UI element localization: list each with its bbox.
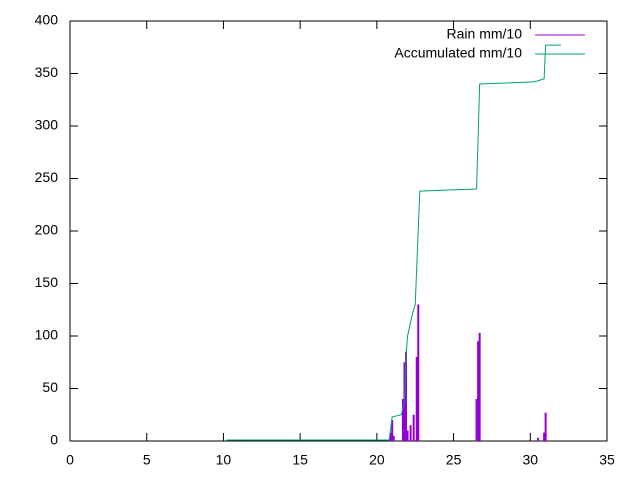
x-tick-label: 10 — [216, 452, 232, 468]
y-tick-label: 100 — [35, 327, 59, 343]
y-tick-label: 350 — [35, 64, 59, 80]
x-tick-label: 20 — [369, 452, 385, 468]
x-tick-label: 0 — [66, 452, 74, 468]
legend-label: Rain mm/10 — [447, 26, 523, 42]
y-tick-label: 50 — [42, 379, 58, 395]
legend-label: Accumulated mm/10 — [394, 45, 522, 61]
y-tick-label: 400 — [35, 12, 59, 28]
x-tick-label: 5 — [143, 452, 151, 468]
y-tick-label: 150 — [35, 274, 59, 290]
y-tick-label: 0 — [50, 432, 58, 448]
x-tick-label: 25 — [446, 452, 462, 468]
x-tick-label: 30 — [522, 452, 538, 468]
x-tick-label: 15 — [292, 452, 308, 468]
plot-border — [69, 20, 608, 442]
y-tick-label: 250 — [35, 169, 59, 185]
accumulated-line — [226, 44, 561, 441]
x-tick-label: 35 — [599, 452, 615, 468]
y-tick-label: 200 — [35, 222, 59, 238]
y-tick-label: 300 — [35, 117, 59, 133]
